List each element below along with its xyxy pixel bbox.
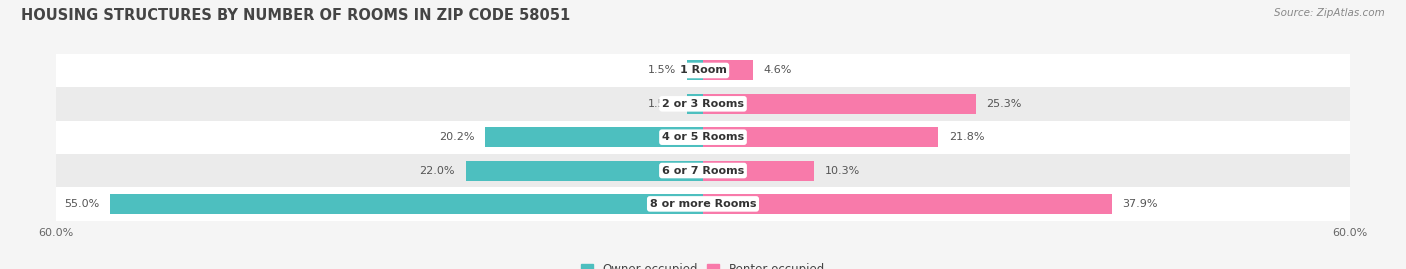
Text: 1 Room: 1 Room	[679, 65, 727, 76]
Text: 1.5%: 1.5%	[648, 99, 676, 109]
Bar	[56, 154, 1350, 187]
Text: 25.3%: 25.3%	[987, 99, 1022, 109]
Text: 37.9%: 37.9%	[1122, 199, 1157, 209]
Bar	[703, 94, 976, 114]
Bar	[56, 121, 1350, 154]
Bar	[703, 61, 752, 80]
Text: 10.3%: 10.3%	[825, 165, 860, 176]
Bar	[56, 87, 1350, 121]
Text: Source: ZipAtlas.com: Source: ZipAtlas.com	[1274, 8, 1385, 18]
Text: 6 or 7 Rooms: 6 or 7 Rooms	[662, 165, 744, 176]
Bar	[485, 127, 703, 147]
Text: 4 or 5 Rooms: 4 or 5 Rooms	[662, 132, 744, 142]
Text: 55.0%: 55.0%	[65, 199, 100, 209]
Bar	[56, 187, 1350, 221]
Text: 21.8%: 21.8%	[949, 132, 984, 142]
Text: HOUSING STRUCTURES BY NUMBER OF ROOMS IN ZIP CODE 58051: HOUSING STRUCTURES BY NUMBER OF ROOMS IN…	[21, 8, 571, 23]
Text: 1.5%: 1.5%	[648, 65, 676, 76]
Bar	[688, 94, 703, 114]
Bar	[465, 161, 703, 180]
Text: 4.6%: 4.6%	[763, 65, 792, 76]
Bar	[688, 61, 703, 80]
Legend: Owner-occupied, Renter-occupied: Owner-occupied, Renter-occupied	[581, 263, 825, 269]
Text: 8 or more Rooms: 8 or more Rooms	[650, 199, 756, 209]
Bar	[703, 127, 938, 147]
Bar	[703, 194, 1112, 214]
Text: 22.0%: 22.0%	[419, 165, 456, 176]
Text: 20.2%: 20.2%	[439, 132, 474, 142]
Bar	[56, 54, 1350, 87]
Bar	[110, 194, 703, 214]
Text: 2 or 3 Rooms: 2 or 3 Rooms	[662, 99, 744, 109]
Bar	[703, 161, 814, 180]
